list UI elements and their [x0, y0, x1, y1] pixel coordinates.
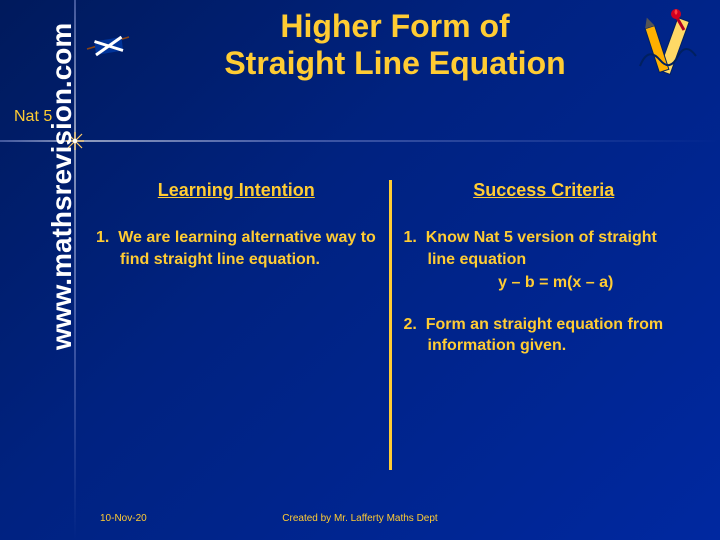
decorative-cross-horizontal	[0, 140, 720, 142]
footer-credit: Created by Mr. Lafferty Maths Dept	[0, 513, 720, 524]
website-url: www.mathsrevision.com	[46, 23, 78, 350]
learning-intention-item: 1. We are learning alternative way to fi…	[96, 227, 377, 270]
learning-intention-column: Learning Intention 1. We are learning al…	[88, 180, 385, 492]
title-line-2: Straight Line Equation	[224, 45, 565, 81]
equation: y – b = m(x – a)	[428, 272, 685, 294]
item-text: We are learning alternative way to find …	[118, 229, 376, 268]
success-criteria-heading: Success Criteria	[404, 180, 685, 201]
item-number: 2.	[404, 316, 417, 333]
column-divider	[389, 180, 392, 470]
success-criteria-column: Success Criteria 1. Know Nat 5 version o…	[396, 180, 693, 492]
page-title: Higher Form of Straight Line Equation	[160, 8, 630, 82]
scotland-flag-icon	[84, 34, 132, 64]
item-number: 1.	[96, 229, 109, 246]
content-area: Learning Intention 1. We are learning al…	[88, 180, 692, 492]
success-criteria-item-1: 1. Know Nat 5 version of straight line e…	[404, 227, 685, 294]
success-criteria-item-2: 2. Form an straight equation from inform…	[404, 314, 685, 357]
item-text: Know Nat 5 version of straight line equa…	[426, 229, 657, 268]
learning-intention-heading: Learning Intention	[96, 180, 377, 201]
item-text: Form an straight equation from informati…	[426, 316, 663, 355]
item-number: 1.	[404, 229, 417, 246]
math-tools-icon	[630, 6, 710, 86]
title-line-1: Higher Form of	[280, 8, 509, 44]
